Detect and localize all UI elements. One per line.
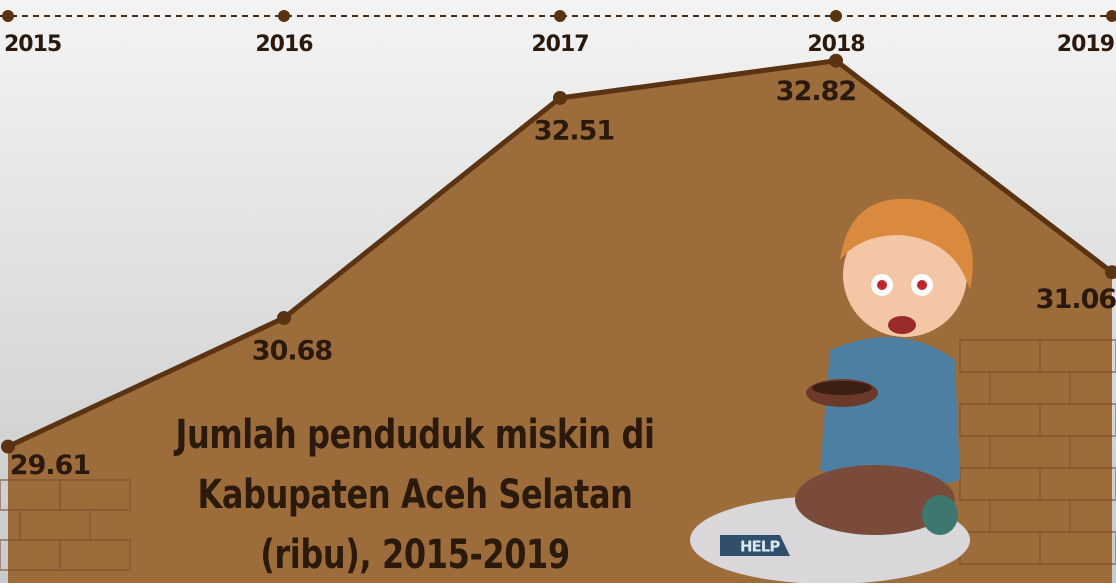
x-tick-label: 2015 [4, 32, 61, 57]
data-label: 30.68 [252, 335, 333, 366]
point [277, 311, 291, 325]
point [553, 91, 567, 105]
help-sign: HELP [740, 538, 780, 556]
timeline-dot [2, 10, 14, 22]
data-label: 32.82 [776, 76, 856, 107]
x-tick-label: 2019 [1057, 32, 1114, 57]
page: {"chart_data": {"type": "area", "title":… [0, 0, 1116, 583]
x-tick-label: 2017 [531, 32, 588, 57]
data-label: 31.06 [1036, 284, 1116, 315]
timeline-dot [554, 10, 566, 22]
x-tick-label: 2018 [807, 32, 864, 57]
timeline-dot [830, 10, 842, 22]
x-tick-label: 2016 [255, 32, 313, 57]
timeline-dot [278, 10, 290, 22]
chart-title: Jumlah penduduk miskin di Kabupaten Aceh… [143, 405, 687, 585]
data-label: 32.51 [534, 115, 614, 146]
data-label: 29.61 [10, 450, 90, 481]
